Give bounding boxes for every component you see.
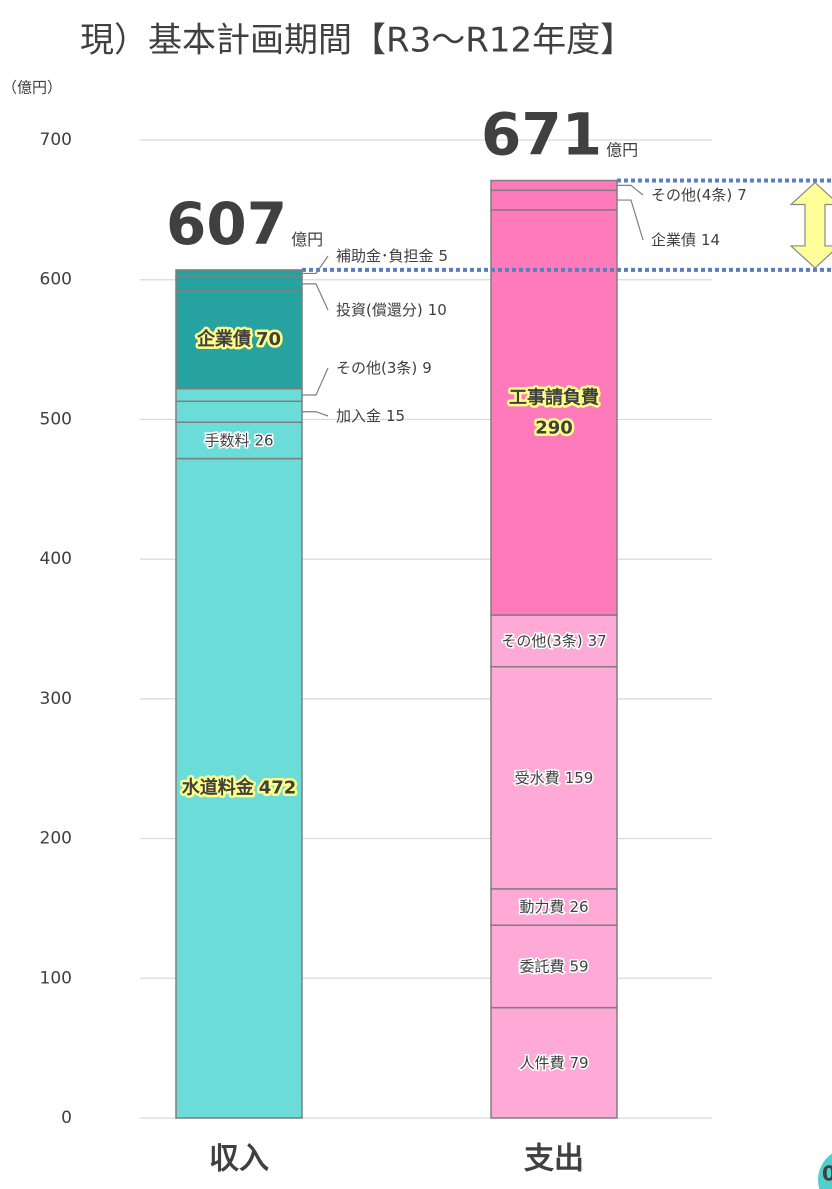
segment-label: 人件費 79 [519, 1053, 588, 1071]
segment-value: 472 [259, 777, 297, 798]
segment-value: 15 [386, 407, 405, 425]
leader-line [617, 199, 644, 241]
x-tick-label: 収入 [209, 1142, 269, 1177]
segment-label: 委託費 59 [519, 957, 588, 975]
segment-name: 投資(償還分) [336, 301, 423, 319]
bar-segment [490, 209, 618, 616]
diff-arrow [789, 181, 832, 269]
segment-value: 70 [256, 329, 281, 350]
segment-value: 7 [737, 186, 747, 204]
leader-line [302, 283, 329, 311]
leader-line [617, 184, 644, 196]
bar-segment [175, 457, 303, 1119]
segment-name: 受水費 [515, 768, 560, 786]
y-tick-label: 100 [40, 968, 72, 988]
segment-name: 工事請負費 [509, 386, 599, 408]
chart-title: 現）基本計画期間【R3～R12年度】 [80, 21, 634, 61]
segment-value: 26 [254, 431, 273, 449]
leader-line [302, 411, 329, 417]
bar-segment [490, 888, 618, 926]
segment-value: 14 [701, 231, 720, 249]
segment-name: その他(3条) [501, 631, 582, 649]
segment-label: 企業債 70 [196, 328, 281, 350]
total-value: 607 [166, 190, 287, 258]
segment-name: 手数料 [204, 431, 249, 449]
segment-label: 補助金･負担金 5 [336, 247, 448, 265]
segment-label: 加入金 15 [336, 407, 405, 425]
bar-segment [175, 276, 303, 292]
segment-label: 動力費 26 [519, 898, 588, 916]
segment-name: 加入金 [336, 407, 381, 425]
total-unit: 億円 [606, 140, 638, 159]
y-tick-label: 600 [40, 270, 72, 290]
segment-name: 動力費 [519, 898, 564, 916]
segment-name: その他(4条) [651, 186, 732, 204]
bar-segment [175, 421, 303, 460]
page-badge [818, 1153, 832, 1189]
total-value: 671 [481, 101, 602, 169]
segment-label: 手数料 26 [204, 431, 273, 449]
y-tick-label: 400 [40, 549, 72, 569]
segment-value: 159 [565, 768, 594, 786]
segment-value: 37 [588, 631, 607, 649]
total-unit: 億円 [291, 229, 323, 248]
segment-name: 補助金･負担金 [336, 247, 434, 265]
segment-name: 人件費 [519, 1053, 564, 1071]
bar-segment [490, 189, 618, 211]
segment-name: 企業債 [651, 231, 696, 249]
y-tick-label: 700 [40, 130, 72, 150]
y-tick-label: 200 [40, 829, 72, 849]
y-tick-label: 0 [61, 1108, 72, 1128]
segment-label: その他(3条) 37 [501, 631, 606, 649]
segment-value: 26 [569, 898, 588, 916]
segment-label: 企業債 14 [651, 231, 720, 249]
bar-segment [490, 179, 618, 192]
bar-segment [175, 387, 303, 403]
page-label: 0 [822, 1162, 832, 1186]
segment-value: 9 [422, 359, 432, 377]
bar-segment [490, 1006, 618, 1119]
segment-value: 290 [535, 417, 573, 438]
segment-label: 受水費 159 [515, 768, 594, 786]
segment-name: 委託費 [519, 957, 564, 975]
segment-value: 59 [569, 957, 588, 975]
segment-label: 投資(償還分) 10 [336, 301, 447, 319]
segment-value: 5 [439, 247, 449, 265]
bar-segment [175, 290, 303, 390]
y-unit-label: （億円） [2, 79, 62, 97]
segment-value: 79 [569, 1053, 588, 1071]
total-label: 607 億円 [166, 190, 323, 258]
bar-segment [175, 400, 303, 423]
bar-segment [490, 614, 618, 668]
segment-name: 企業債 [196, 328, 251, 350]
y-tick-label: 500 [40, 409, 72, 429]
segment-label: 工事請負費 290 [509, 386, 599, 438]
segment-label: 水道料金 472 [182, 776, 297, 798]
leader-line [302, 255, 329, 275]
total-label: 671 億円 [481, 101, 638, 169]
y-tick-label: 300 [40, 689, 72, 709]
segment-value: 10 [428, 301, 447, 319]
segment-name: 水道料金 [182, 776, 255, 798]
leader-line [302, 367, 329, 396]
x-tick-label: 支出 [524, 1142, 584, 1177]
bar-segment [175, 269, 303, 278]
segment-label: その他(4条) 7 [651, 186, 747, 204]
bar-segment [490, 924, 618, 1009]
segment-label: その他(3条) 9 [336, 359, 432, 377]
segment-name: その他(3条) [336, 359, 417, 377]
